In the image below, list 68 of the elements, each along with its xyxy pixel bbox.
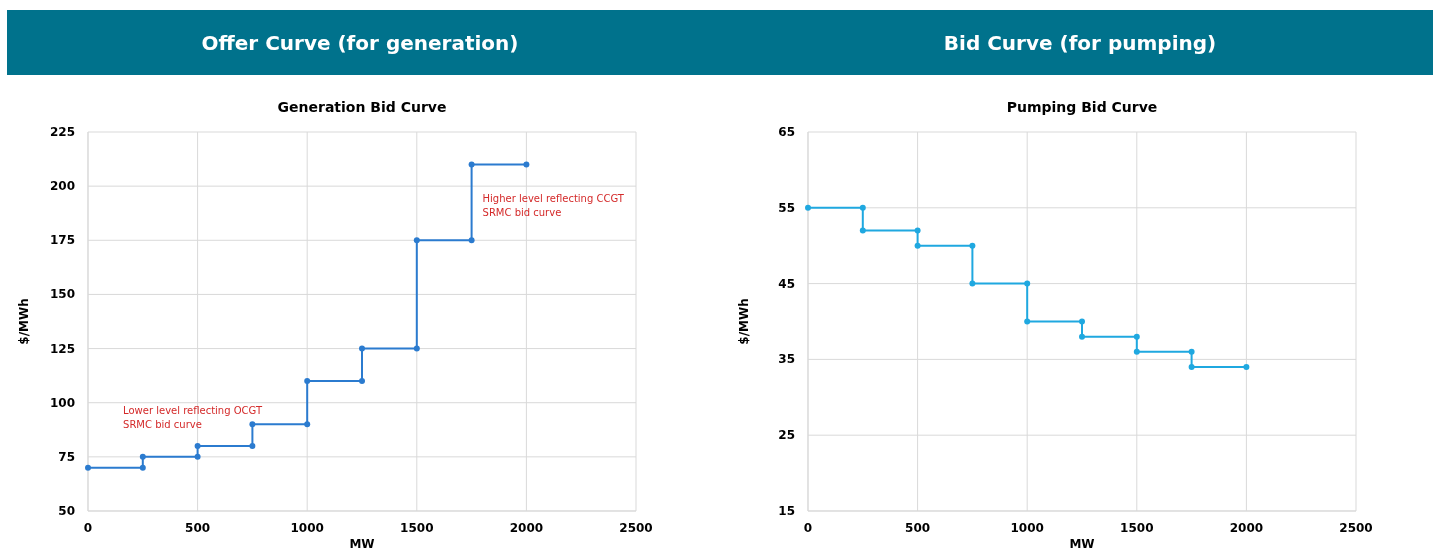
- y-tick-label: 225: [49, 125, 75, 139]
- chart-subtitle: Generation Bid Curve: [277, 99, 447, 115]
- x-tick-label: 2000: [1229, 521, 1264, 535]
- point: [1188, 363, 1195, 370]
- annotation: Higher level reflecting CCGT SRMC bid curve: [482, 193, 625, 219]
- x-tick-label: 1500: [400, 521, 434, 535]
- y-tick-label: 100: [49, 395, 75, 410]
- point: [304, 378, 311, 385]
- x-axis-title: MW: [1069, 537, 1095, 551]
- y-tick-label: 65: [778, 125, 795, 139]
- point: [1243, 363, 1250, 370]
- point: [859, 204, 866, 211]
- point: [139, 464, 146, 471]
- point: [194, 443, 201, 450]
- y-tick-label: 50: [58, 504, 75, 518]
- y-tick-label: 25: [778, 428, 795, 443]
- x-tick-label: 2000: [509, 521, 544, 535]
- point: [1024, 318, 1031, 325]
- x-tick-label: 0: [803, 521, 813, 535]
- point: [969, 280, 976, 287]
- point: [1188, 348, 1195, 355]
- point: [859, 227, 866, 234]
- y-axis-title: $/MWh: [737, 298, 751, 345]
- point: [413, 345, 420, 352]
- x-tick-label: 1000: [290, 521, 324, 535]
- y-tick-label: 35: [778, 352, 795, 367]
- y-axis-title: $/MWh: [17, 298, 31, 345]
- point: [1024, 280, 1031, 287]
- point: [249, 443, 256, 450]
- point: [468, 237, 475, 244]
- point: [914, 242, 921, 249]
- point: [914, 227, 921, 234]
- point: [85, 464, 91, 471]
- point: [805, 204, 811, 211]
- point: [359, 378, 365, 385]
- point: [1079, 318, 1085, 325]
- y-tick-label: 55: [778, 200, 795, 215]
- x-tick-label: 2500: [619, 521, 653, 535]
- point: [194, 453, 201, 460]
- point: [139, 453, 146, 460]
- x-axis-title: MW: [349, 537, 375, 551]
- point: [1079, 333, 1085, 340]
- point: [969, 242, 976, 249]
- y-tick-label: 200: [49, 179, 75, 194]
- x-tick-label: 1000: [1010, 521, 1044, 535]
- point: [304, 421, 311, 428]
- point: [413, 237, 420, 244]
- x-tick-label: 1500: [1120, 521, 1154, 535]
- chart-title: Offer Curve (for generation): [201, 31, 519, 55]
- x-tick-label: 500: [905, 521, 931, 535]
- y-tick-label: 15: [778, 504, 795, 518]
- point: [523, 161, 530, 168]
- chart-subtitle: Pumping Bid Curve: [1006, 99, 1158, 115]
- point: [359, 345, 365, 352]
- point: [1133, 333, 1140, 340]
- x-tick-label: 500: [185, 521, 211, 535]
- x-tick-label: 0: [83, 521, 93, 535]
- point: [249, 421, 256, 428]
- x-tick-label: 2500: [1339, 521, 1373, 535]
- point: [468, 161, 475, 168]
- annotation: Lower level reflecting OCGT SRMC bid curve: [123, 404, 263, 430]
- y-tick-label: 125: [49, 341, 75, 356]
- y-tick-label: 75: [58, 449, 75, 464]
- y-tick-label: 150: [49, 287, 75, 302]
- chart-title: Bid Curve (for pumping): [943, 31, 1217, 55]
- y-tick-label: 175: [49, 233, 75, 248]
- point: [1133, 348, 1140, 355]
- y-tick-label: 45: [778, 276, 795, 291]
